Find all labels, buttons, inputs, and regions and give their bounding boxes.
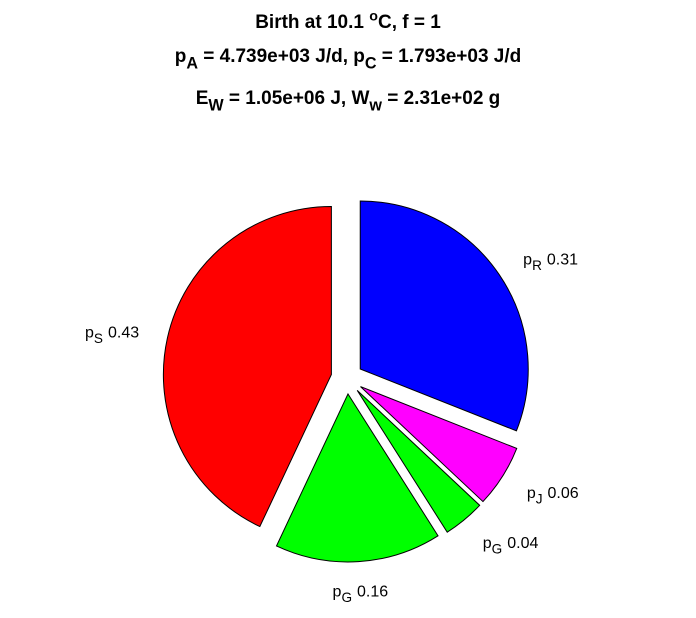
text-run: = 1.05e+06 J, W: [224, 88, 370, 109]
subscript: C: [365, 55, 377, 73]
slice-label: pR 0.31: [523, 251, 578, 273]
pie-slice: [162, 206, 332, 528]
text-run: = 2.31e+02 g: [382, 88, 500, 109]
text-run: C, f = 1: [378, 12, 441, 33]
chart-title: pA = 4.739e+03 J/d, pC = 1.793e+03 J/d: [175, 46, 522, 73]
text-run: = 1.793e+03 J/d: [377, 46, 522, 67]
subscript: R: [532, 258, 542, 273]
subscript: W: [208, 97, 224, 115]
pie-slice: [356, 389, 481, 533]
slice-value: 0.16: [357, 584, 388, 601]
slice-value: 0.04: [507, 535, 538, 552]
pie-slice: [360, 386, 518, 503]
slice-label: pS 0.43: [85, 325, 139, 347]
pie-slice: [275, 392, 439, 563]
subscript: G: [492, 542, 503, 557]
slice-label: pG 0.04: [483, 535, 539, 557]
subscript: w: [368, 97, 382, 115]
slice-value: 0.06: [548, 485, 579, 502]
text-run: p: [333, 584, 342, 601]
subscript: S: [94, 331, 103, 346]
slice-label: pG 0.16: [333, 584, 389, 606]
chart-title: Birth at 10.1 oC, f = 1: [255, 8, 441, 33]
text-run: p: [523, 251, 532, 268]
text-run: Birth at 10.1: [255, 12, 369, 33]
subscript: J: [536, 492, 543, 507]
pie-slice: [359, 200, 529, 432]
text-run: p: [483, 535, 492, 552]
text-run: p: [85, 325, 94, 342]
subscript: G: [341, 590, 352, 605]
slice-value: 0.43: [108, 325, 139, 342]
slice-label: pJ 0.06: [527, 485, 579, 507]
superscript: o: [369, 8, 378, 24]
subscript: A: [186, 55, 198, 73]
text-run: p: [527, 485, 536, 502]
slice-value: 0.31: [547, 251, 578, 268]
text-run: = 4.739e+03 J/d, p: [198, 46, 365, 67]
text-run: E: [196, 88, 209, 109]
chart-title: EW = 1.05e+06 J, Ww = 2.31e+02 g: [196, 88, 501, 115]
text-run: p: [175, 46, 187, 67]
